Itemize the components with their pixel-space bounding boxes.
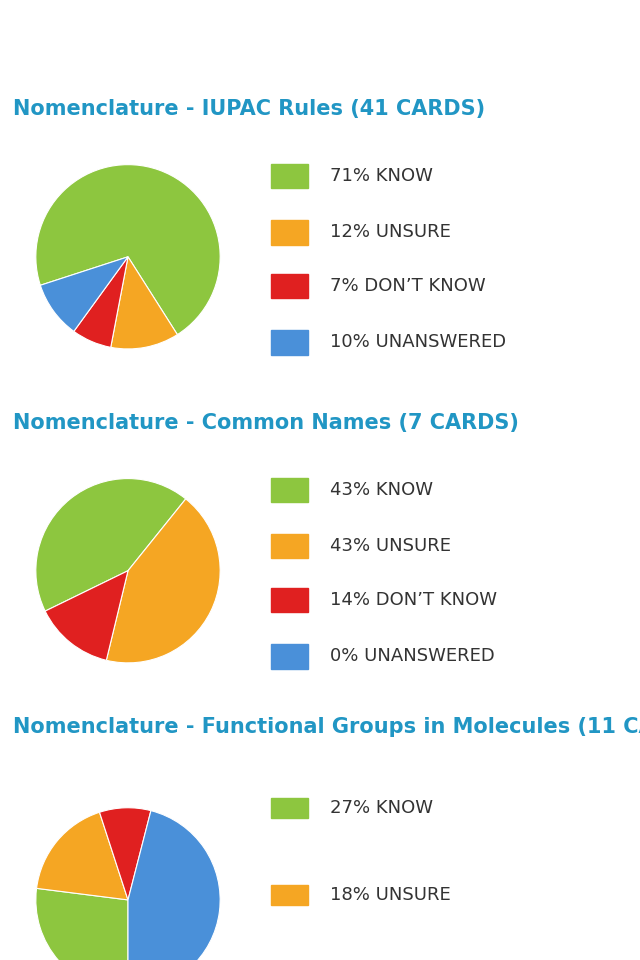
Text: 7% DON’T KNOW: 7% DON’T KNOW [330,277,486,295]
Text: 0% UNANSWERED: 0% UNANSWERED [330,647,495,665]
Text: 14% DON’T KNOW: 14% DON’T KNOW [330,591,497,609]
Bar [271,330,308,355]
Text: Statistics: Statistics [246,26,394,54]
Wedge shape [74,256,128,348]
Wedge shape [40,256,128,331]
Bar [271,798,308,818]
Text: Nomenclature - Common Names (7 CARDS): Nomenclature - Common Names (7 CARDS) [13,413,518,433]
Bar [271,274,308,299]
Bar [26,34,74,43]
Bar [271,164,308,188]
Text: 43% UNSURE: 43% UNSURE [330,538,451,555]
Wedge shape [36,479,186,612]
Text: 71% KNOW: 71% KNOW [330,167,433,185]
Text: Nomenclature - Functional Groups in Molecules (11 CARDS): Nomenclature - Functional Groups in Mole… [13,717,640,737]
Wedge shape [45,570,128,660]
Text: 27% KNOW: 27% KNOW [330,799,433,817]
Wedge shape [100,807,151,900]
Text: 43% KNOW: 43% KNOW [330,481,433,499]
Wedge shape [36,888,128,960]
Text: 12% UNSURE: 12% UNSURE [330,224,451,241]
Wedge shape [128,810,220,960]
Bar [26,54,74,63]
Bar [271,478,308,502]
Text: Nomenclature - IUPAC Rules (41 CARDS): Nomenclature - IUPAC Rules (41 CARDS) [13,99,484,119]
Bar [271,588,308,612]
Wedge shape [111,256,177,348]
Wedge shape [36,165,220,335]
Bar [271,220,308,245]
Wedge shape [106,499,220,662]
Bar [271,885,308,905]
Text: 18% UNSURE: 18% UNSURE [330,886,451,904]
Wedge shape [36,812,128,900]
Bar [271,534,308,559]
Bar [26,12,74,22]
Text: 10% UNANSWERED: 10% UNANSWERED [330,333,506,351]
Bar [271,644,308,668]
